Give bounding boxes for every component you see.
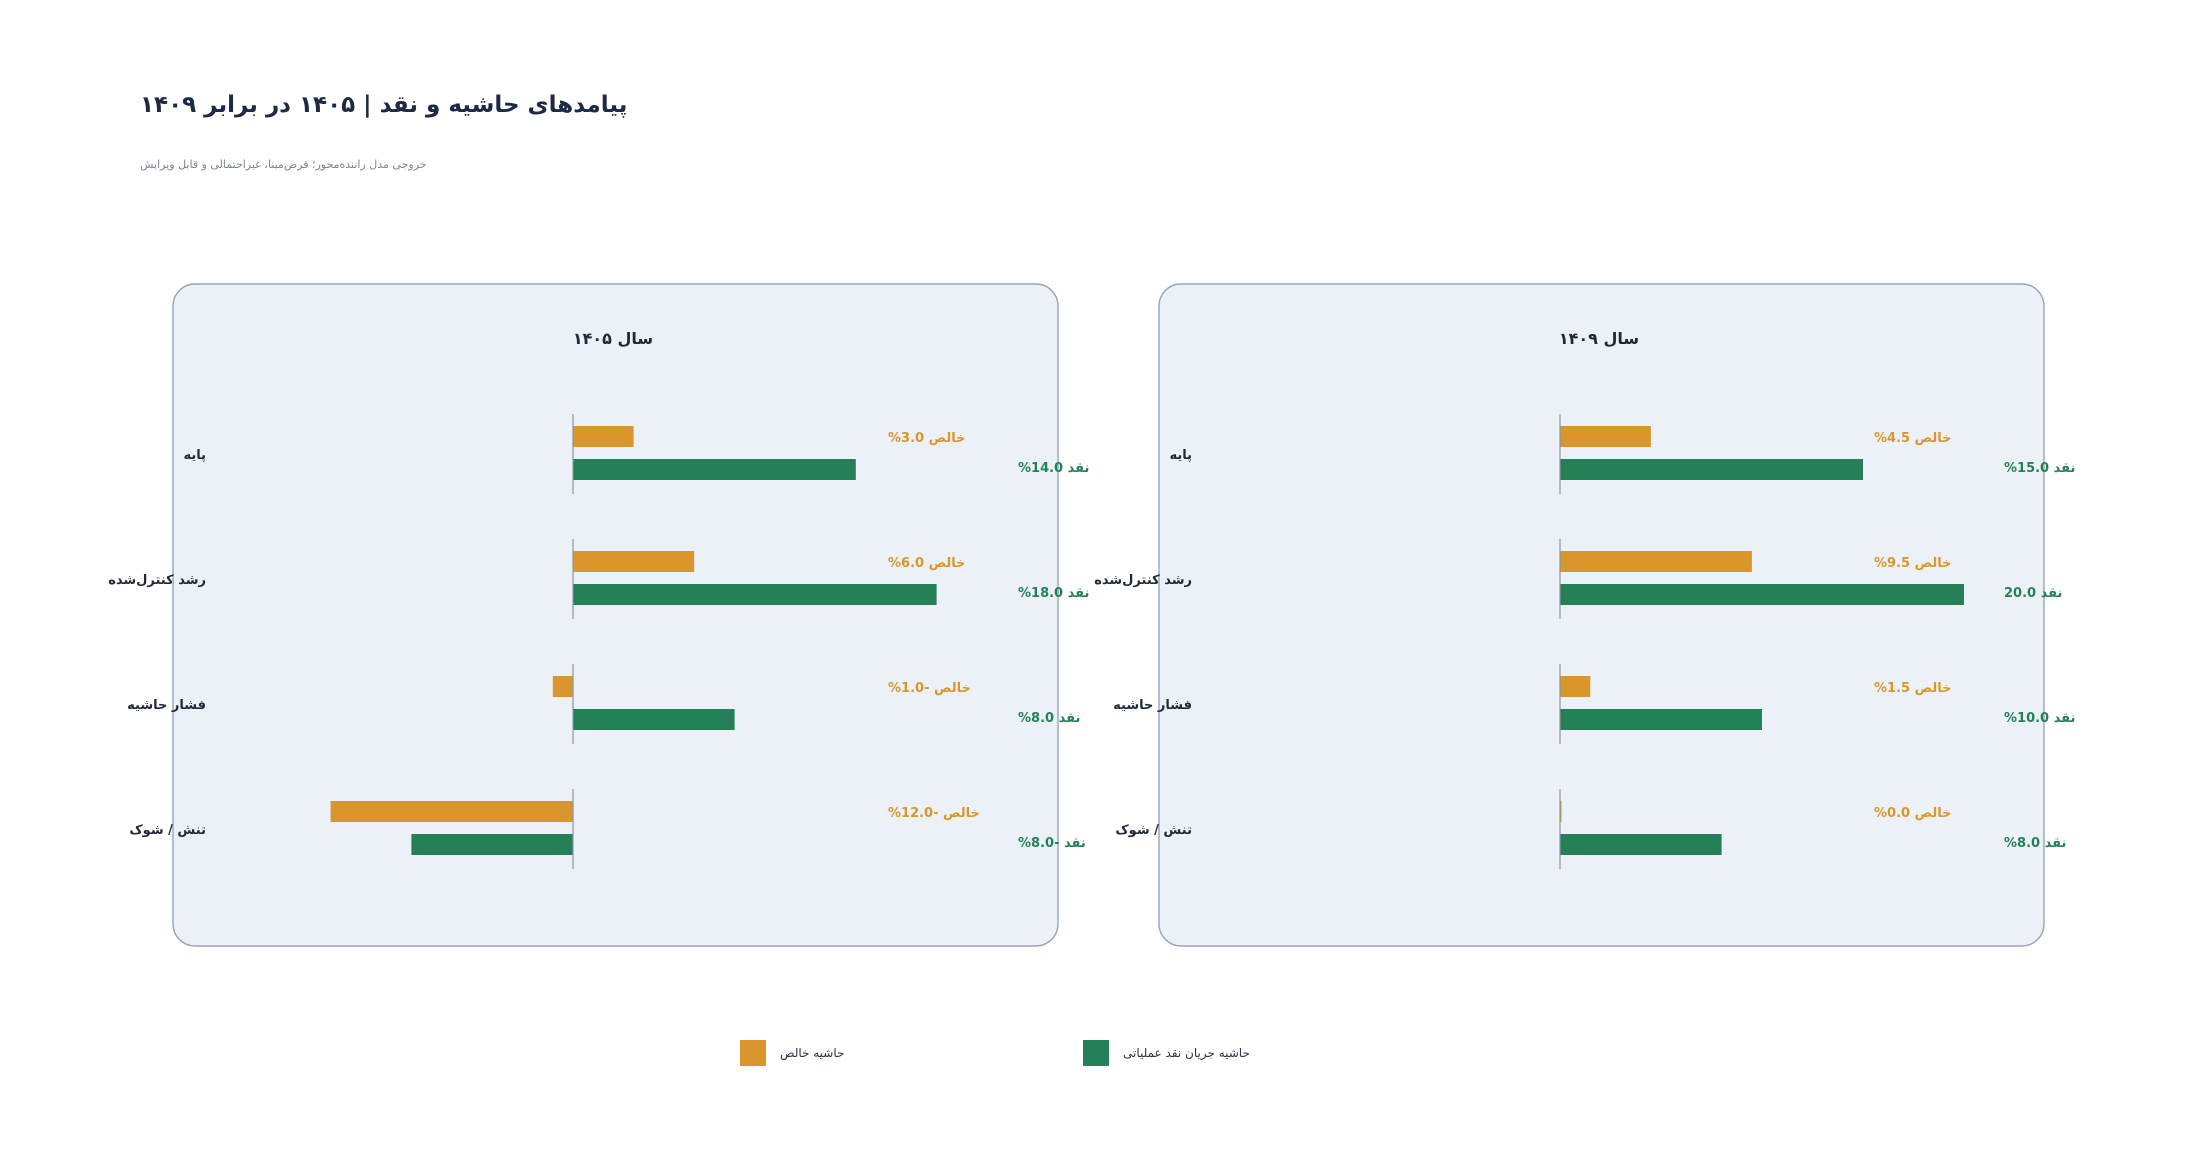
cash-margin-bar	[573, 584, 937, 605]
category-label: رشد کنترل‌شده	[1094, 573, 1192, 588]
cash-margin-bar	[573, 709, 735, 730]
chart-row-3: فشار حاشیه خالص -1.0% نقد 8.0%	[127, 664, 1080, 744]
category-label: فشار حاشیه	[1113, 698, 1192, 713]
chart-row-3: فشار حاشیه خالص 1.5% نقد 10.0%	[1113, 664, 2075, 744]
chart-row-4: تنش / شوک خالص 0.0% نقد 8.0%	[1115, 789, 2066, 869]
legend-swatch-net	[740, 1040, 766, 1066]
net-margin-bar	[573, 551, 695, 572]
net-data-label: خالص 1.5%	[1874, 681, 1951, 696]
cash-margin-bar	[411, 834, 573, 855]
net-margin-bar	[1560, 801, 1562, 822]
net-data-label: خالص 6.0%	[888, 556, 965, 571]
panel-background	[1158, 283, 2045, 947]
cash-data-label: نقد 8.0%	[1018, 711, 1080, 726]
chart-row-1: پایه خالص 4.5% نقد 15.0%	[1169, 414, 2075, 494]
cash-data-label: نقد 14.0%	[1018, 461, 1089, 476]
legend-label-cash: حاشیه جریان نقد عملیاتی	[1123, 1046, 1250, 1060]
panel-title: سال ۱۴۰۵	[573, 329, 653, 348]
page-title: پیامدهای حاشیه و نقد | ۱۴۰۵ در برابر ۱۴۰…	[140, 92, 628, 118]
cash-data-label: نقد 20.0	[2004, 586, 2062, 601]
cash-data-label: نقد 8.0%	[2004, 836, 2066, 851]
panel-title: سال ۱۴۰۹	[1559, 329, 1639, 348]
category-label: تنش / شوک	[129, 823, 206, 838]
chart-panel-2: سال ۱۴۰۹ پایه خالص 4.5% نقد 15.0% رشد کنترل‌…	[1094, 283, 2075, 947]
legend-label-net: حاشیه خالص	[780, 1046, 845, 1060]
cash-margin-bar	[1560, 459, 1863, 480]
net-margin-bar	[330, 801, 573, 822]
category-label: پایه	[1169, 448, 1192, 463]
chart-row-1: پایه خالص 3.0% نقد 14.0%	[183, 414, 1089, 494]
net-data-label: خالص -12.0%	[888, 806, 980, 821]
cash-margin-bar	[573, 459, 856, 480]
legend-swatch-cash	[1083, 1040, 1109, 1066]
category-label: فشار حاشیه	[127, 698, 206, 713]
category-label: رشد کنترل‌شده	[108, 573, 206, 588]
panel-background	[172, 283, 1059, 947]
net-margin-bar	[552, 676, 573, 697]
net-margin-bar	[1560, 551, 1752, 572]
cash-data-label: نقد -8.0%	[1018, 836, 1086, 851]
page-subtitle: خروجی مدل راننده‌محور؛ فرض‌مبنا، غیراحتم…	[140, 158, 427, 171]
legend-item-cash: حاشیه جریان نقد عملیاتی	[1083, 1040, 1250, 1066]
cash-data-label: نقد 15.0%	[2004, 461, 2075, 476]
net-data-label: خالص -1.0%	[888, 681, 971, 696]
net-margin-bar	[573, 426, 634, 447]
net-data-label: خالص 3.0%	[888, 431, 965, 446]
chart-panel-1: سال ۱۴۰۵ پایه خالص 3.0% نقد 14.0% رشد کنترل‌…	[108, 283, 1089, 947]
cash-margin-bar	[1560, 834, 1722, 855]
cash-data-label: نقد 10.0%	[2004, 711, 2075, 726]
chart-row-2: رشد کنترل‌شده خالص 6.0% نقد 18.0%	[108, 539, 1089, 619]
net-data-label: خالص 9.5%	[1874, 556, 1951, 571]
net-data-label: خالص 0.0%	[1874, 806, 1951, 821]
net-margin-bar	[1560, 426, 1651, 447]
category-label: پایه	[183, 448, 206, 463]
chart-row-4: تنش / شوک خالص -12.0% نقد -8.0%	[129, 789, 1086, 869]
chart-row-2: رشد کنترل‌شده خالص 9.5% نقد 20.0	[1094, 539, 2062, 619]
cash-margin-bar	[1560, 709, 1762, 730]
net-data-label: خالص 4.5%	[1874, 431, 1951, 446]
cash-margin-bar	[1560, 584, 1964, 605]
cash-data-label: نقد 18.0%	[1018, 586, 1089, 601]
category-label: تنش / شوک	[1115, 823, 1192, 838]
net-margin-bar	[1560, 676, 1591, 697]
legend-item-net: حاشیه خالص	[740, 1040, 844, 1066]
